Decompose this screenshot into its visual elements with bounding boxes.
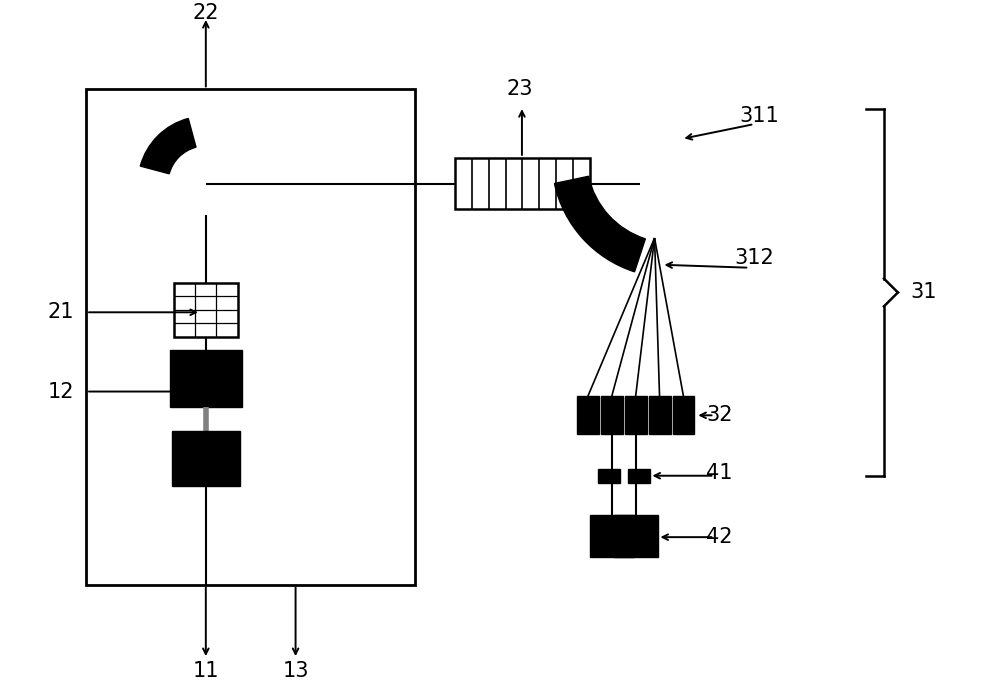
Text: 12: 12 [48,382,74,401]
Bar [455,158,590,209]
Text: 311: 311 [739,106,779,126]
Text: 13: 13 [282,661,309,681]
Text: 31: 31 [911,282,937,303]
Polygon shape [625,396,647,434]
Polygon shape [170,350,242,408]
Text: 41: 41 [706,463,733,483]
Text: 32: 32 [706,405,733,425]
Polygon shape [628,469,650,483]
Text: 11: 11 [193,661,219,681]
Polygon shape [590,515,634,557]
Polygon shape [598,469,620,483]
Polygon shape [172,431,240,486]
Bar [86,89,415,584]
Text: 42: 42 [706,527,733,547]
Polygon shape [614,515,658,557]
Polygon shape [673,396,694,434]
Wedge shape [554,176,645,272]
Text: 22: 22 [193,3,219,23]
Polygon shape [577,396,599,434]
Text: 21: 21 [48,302,74,322]
Polygon shape [601,396,623,434]
Text: 23: 23 [507,80,533,99]
Polygon shape [649,396,671,434]
Bar [174,282,238,337]
Wedge shape [140,118,196,174]
Text: 312: 312 [734,248,774,268]
